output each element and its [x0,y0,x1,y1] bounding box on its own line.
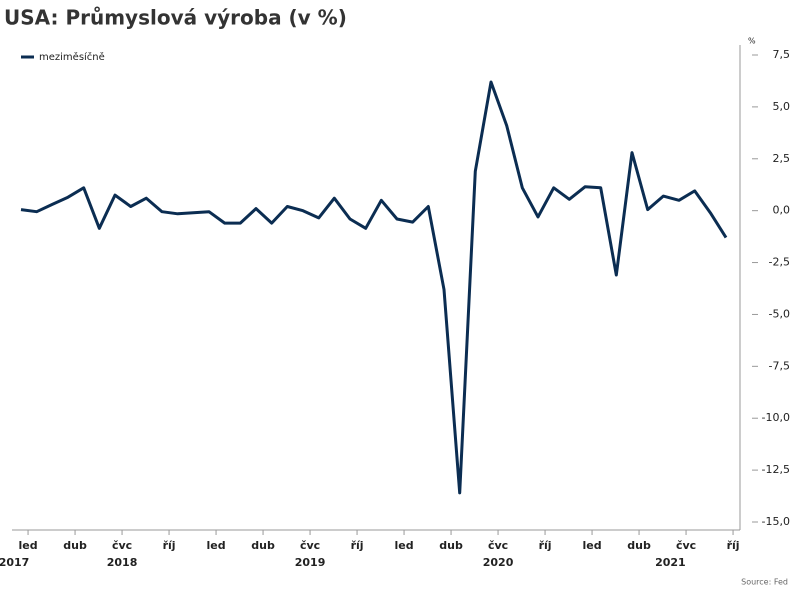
year-label: 2020 [483,556,514,569]
year-label: 2017 [0,556,29,569]
x-tick-label: dub [439,539,463,552]
x-tick-label: led [582,539,601,552]
legend-label: meziměsíčně [39,51,105,63]
year-label: 2021 [655,556,686,569]
y-tick-label: -5,0 [769,307,790,320]
y-unit: % [748,37,756,46]
x-tick-label: říj [539,539,552,552]
y-tick-label: -12,5 [762,463,790,476]
x-tick-label: dub [251,539,275,552]
chart-title: USA: Průmyslová výroba (v %) [4,6,347,30]
x-tick-label: čvc [300,539,320,552]
line-series [20,80,728,495]
x-tick-label: led [206,539,225,552]
source: Source: Fed [741,578,788,587]
x-tick-label: čvc [676,539,696,552]
x-tick-label: dub [627,539,651,552]
y-tick-label: -2,5 [769,256,790,269]
y-tick-label: -7,5 [769,359,790,372]
y-tick-label: -10,0 [762,411,790,424]
year-label: 2018 [107,556,138,569]
y-tick-label: 5,0 [773,100,791,113]
x-tick-label: čvc [112,539,132,552]
x-tick-label: říj [727,539,740,552]
x-tick-label: led [394,539,413,552]
year-label: 2019 [295,556,326,569]
x-tick-label: říj [163,539,176,552]
x-tick-label: dub [63,539,87,552]
y-tick-label: 0,0 [773,204,791,217]
x-tick-label: říj [351,539,364,552]
x-tick-label: led [18,539,37,552]
x-tick-label: čvc [488,539,508,552]
y-tick-label: -15,0 [762,515,790,528]
y-tick-label: 7,5 [773,48,791,61]
y-tick-label: 2,5 [773,152,791,165]
